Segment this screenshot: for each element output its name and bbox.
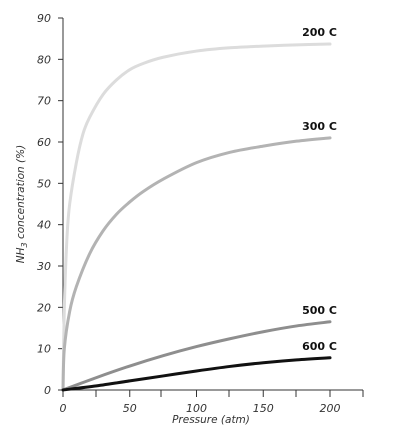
y-tick-label: 80 [37, 53, 51, 66]
y-tick-label: 30 [37, 260, 51, 273]
y-tick-label: 70 [37, 95, 51, 108]
x-ticks: 0 50 100 150 200 [60, 390, 364, 415]
series-line-600-c [61, 356, 332, 392]
y-axis-label: NH3 concentration (%) [15, 145, 29, 263]
series-lines [61, 42, 332, 392]
x-tick-label: 50 [123, 402, 137, 415]
series-label-200-c: 200 C [302, 26, 337, 39]
y-axis-label-rest: concentration (%) [15, 145, 27, 243]
y-tick-label: 50 [37, 177, 51, 190]
x-tick-label: 150 [253, 402, 274, 415]
series-line-200-c [61, 42, 332, 392]
series-label-300-c: 300 C [302, 120, 337, 133]
y-ticks: 0 10 20 30 40 50 60 70 80 90 [37, 12, 63, 397]
x-tick-label: 200 [320, 402, 341, 415]
series-line-300-c [61, 136, 332, 392]
series-line-500-c [61, 320, 332, 392]
series-label-600-c: 600 C [302, 340, 337, 353]
series-labels: 200 C 300 C 500 C 600 C [302, 26, 337, 353]
x-axis-label: Pressure (atm) [172, 414, 250, 426]
axes [62, 18, 363, 391]
y-axis-label-subscript: 3 [20, 242, 29, 247]
y-tick-label: 20 [37, 301, 51, 314]
y-tick-label: 10 [37, 343, 51, 356]
series-label-500-c: 500 C [302, 304, 337, 317]
y-tick-label: 90 [37, 12, 51, 25]
y-tick-label: 60 [37, 136, 51, 149]
y-axis-label-main: NH [15, 247, 27, 263]
y-tick-label: 40 [37, 219, 51, 232]
x-tick-label: 0 [60, 402, 67, 415]
x-tick-label: 100 [186, 402, 207, 415]
y-tick-label: 0 [44, 384, 51, 397]
